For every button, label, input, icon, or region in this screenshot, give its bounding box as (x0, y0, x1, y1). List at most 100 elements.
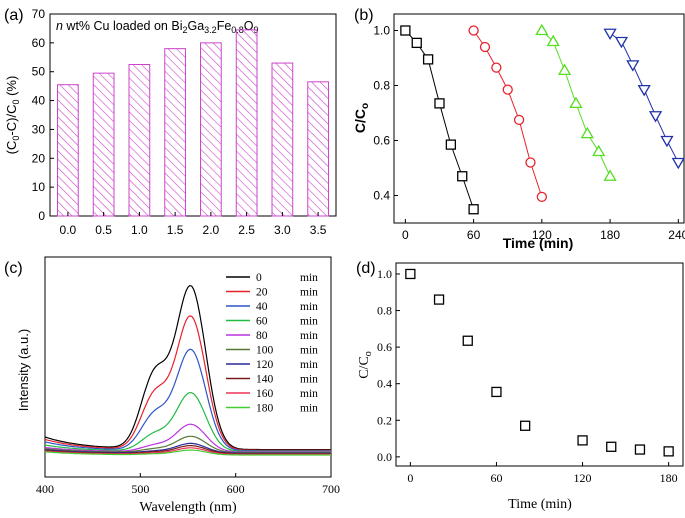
triangle-up-marker (557, 63, 572, 76)
square-marker (491, 386, 502, 398)
x-tick-label: 2.5 (238, 223, 255, 237)
panel-c-spectra (44, 284, 331, 456)
square-marker (577, 435, 588, 446)
spectrum-line (44, 348, 331, 452)
square-marker (457, 171, 468, 182)
bar (235, 29, 258, 217)
y-tick-label: 70 (32, 7, 46, 21)
y-tick-label: 0.6 (373, 134, 390, 148)
panel-c-frame (44, 256, 332, 478)
legend-number: 20 (256, 287, 268, 299)
legend-number: 100 (256, 345, 274, 357)
circle-marker (479, 41, 491, 53)
bar (271, 62, 294, 217)
panel-c: (c) 0 min 20 min 40 min 60 min 80 min 100 min 120 min… (4, 256, 340, 515)
panel-a-y-axis-label: (C0-C)/C0 (%) (4, 76, 21, 155)
y-tick-label: 1.0 (373, 24, 390, 38)
spectrum-line (44, 391, 331, 452)
panel-d: (d) 0.0 0.2 0.4 0.6 0.8 1.0 0 60 120 180 Time (m… (356, 260, 684, 512)
x-tick-label: 3.0 (274, 223, 291, 237)
triangle-down-marker (626, 60, 640, 72)
square-marker (445, 139, 457, 150)
x-tick-label: 1.0 (131, 223, 148, 237)
y-tick-label: 40 (32, 94, 46, 108)
legend-number: 40 (256, 301, 268, 313)
panel-c-legend: 0 min 20 min 40 min 60 min 80 min 100 min 120 min 140 m… (226, 272, 318, 415)
triangle-down-marker (648, 111, 663, 123)
y-tick-label: 0.6 (377, 340, 392, 354)
y-tick-label: 0.4 (373, 189, 390, 203)
y-tick-label: 50 (32, 65, 46, 79)
spectrum-line (44, 449, 331, 456)
panel-b-y-ticks: 0.4 0.6 0.8 1.0 (373, 24, 398, 203)
panel-d-points (405, 268, 674, 457)
panel-a-label: (a) (4, 7, 24, 24)
panel-d-y-axis-label: C/Co (357, 351, 374, 379)
series-line (473, 30, 543, 198)
legend-unit: min (300, 374, 318, 386)
bar (307, 81, 329, 217)
x-tick-label: 60 (490, 471, 502, 485)
triangle-down-marker (614, 36, 629, 49)
panel-a-title: n wt% Cu loaded on Bi2Ga3.2Fe0.8O9 (56, 19, 259, 35)
y-tick-label: 20 (32, 151, 46, 165)
x-tick-label: 60 (467, 228, 481, 242)
circle-marker (468, 25, 479, 36)
panel-d-x-axis-label: Time (min) (508, 497, 572, 512)
triangle-up-marker (580, 126, 594, 139)
circle-marker (502, 84, 513, 95)
legend-number: 0 (256, 272, 262, 284)
legend-number: 160 (256, 388, 274, 400)
panel-c-y-axis-label: Intensity (a.u.) (16, 329, 31, 411)
panel-d-y-ticks: 0.0 0.2 0.4 0.6 0.8 1.0 (377, 267, 400, 464)
panel-c-x-ticks: 400 500 600 700 (36, 473, 340, 496)
x-tick-label: 600 (227, 482, 245, 496)
legend-unit: min (300, 388, 318, 400)
legend-unit: min (300, 330, 318, 342)
x-tick-label: 700 (322, 482, 340, 496)
x-tick-label: 0 (402, 228, 409, 242)
panel-a-x-ticks: 0.0 0.5 1.0 1.5 2.0 2.5 3.0 3.5 (60, 212, 327, 237)
x-tick-label: 0.0 (60, 223, 77, 237)
panel-b: (b) 0.4 0.6 0.8 1.0 0 60 120 180 240 Time (min)… (352, 7, 685, 251)
square-marker (405, 268, 416, 280)
x-tick-label: 180 (600, 228, 620, 242)
panel-a-y-ticks: 0 10 20 30 40 50 60 70 (32, 7, 54, 223)
x-tick-label: 120 (532, 228, 552, 242)
panel-a: (a) n wt% Cu loaded on Bi2Ga3.2Fe0.8O9 0… (4, 7, 337, 237)
bar (164, 48, 186, 217)
x-tick-label: 0 (407, 471, 413, 485)
y-tick-label: 0 (38, 209, 45, 223)
panel-d-label: (d) (356, 260, 376, 277)
legend-unit: min (300, 403, 318, 415)
x-tick-label: 180 (660, 471, 678, 485)
panel-b-y-axis-label: C/Co (352, 103, 371, 133)
legend-unit: min (300, 272, 318, 284)
bar (57, 84, 79, 217)
y-tick-label: 0.0 (377, 450, 392, 464)
triangle-up-marker (603, 169, 617, 181)
circle-marker (536, 191, 547, 203)
y-tick-label: 30 (32, 122, 46, 136)
bar (128, 64, 151, 217)
y-tick-label: 10 (32, 180, 46, 194)
legend-number: 60 (256, 316, 268, 328)
legend-unit: min (300, 345, 318, 357)
square-marker (520, 420, 531, 431)
square-marker (433, 294, 445, 305)
bar (92, 72, 115, 217)
triangle-up-marker (569, 96, 583, 109)
x-tick-label: 400 (36, 482, 54, 496)
legend-number: 180 (256, 403, 274, 415)
panel-b-frame (393, 13, 685, 224)
square-marker (462, 335, 473, 346)
square-marker (411, 37, 422, 49)
panel-b-x-ticks: 0 60 120 180 240 (402, 219, 685, 242)
x-tick-label: 500 (131, 482, 149, 496)
circle-marker (525, 157, 536, 168)
triangle-down-marker (660, 135, 674, 148)
legend-unit: min (300, 301, 318, 313)
x-tick-label: 120 (574, 471, 592, 485)
panel-d-frame (395, 262, 684, 467)
